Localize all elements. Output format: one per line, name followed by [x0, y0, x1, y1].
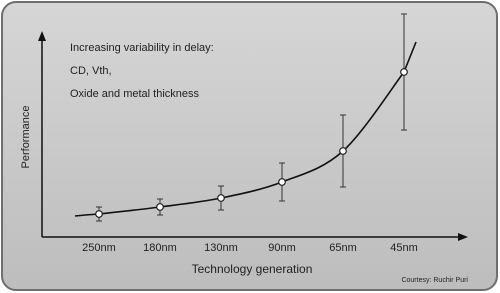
data-point: [278, 178, 286, 186]
data-point: [217, 194, 225, 202]
annotation: CD, Vth,: [70, 65, 112, 77]
data-point: [156, 203, 164, 211]
x-tick-label: 65nm: [329, 242, 357, 254]
x-tick-label: 45nm: [390, 242, 418, 254]
annotation: Oxide and metal thickness: [70, 88, 200, 100]
data-point: [400, 68, 408, 76]
x-arrow: [458, 233, 468, 241]
annotation: Increasing variability in delay:: [70, 42, 214, 54]
y-axis-label: Performance: [20, 106, 32, 169]
data-point: [339, 147, 347, 155]
y-arrow: [38, 31, 46, 41]
data-point: [95, 210, 103, 218]
curve-extension: [403, 41, 417, 73]
x-axis-label: Technology generation: [192, 262, 313, 276]
x-tick-label: 250nm: [82, 242, 116, 254]
x-tick-label: 180nm: [143, 242, 177, 254]
x-tick-label: 130nm: [204, 242, 238, 254]
credit: Courtesy: Ruchir Puri: [401, 277, 468, 284]
x-tick-label: 90nm: [268, 242, 296, 254]
